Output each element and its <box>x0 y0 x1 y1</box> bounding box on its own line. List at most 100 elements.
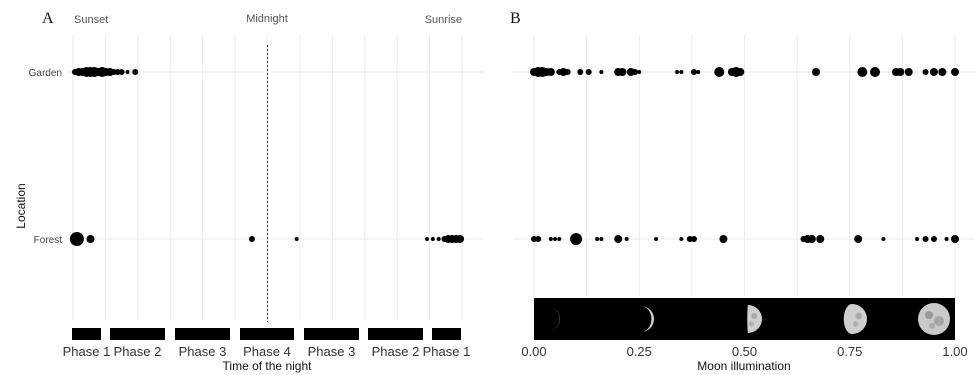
data-point <box>570 233 583 245</box>
data-point <box>553 237 558 241</box>
panel-a-y-axis-title: Location <box>14 183 28 228</box>
moon-crater <box>925 311 933 319</box>
data-point <box>424 237 429 241</box>
panel-a: A Location Time of the night Sunset Midn… <box>14 10 483 373</box>
moon-crater <box>751 312 758 320</box>
data-point <box>951 68 959 76</box>
data-point <box>577 69 584 75</box>
x-tick-label: 0.75 <box>837 344 862 359</box>
moon-phase-icon <box>843 304 867 334</box>
data-point <box>904 68 913 76</box>
data-point <box>944 237 949 241</box>
panel-a-points <box>69 67 465 246</box>
x-tick-label: 0.00 <box>521 344 546 359</box>
data-point <box>854 235 863 243</box>
panel-b-grid <box>513 35 975 296</box>
x-tick-label: 0.25 <box>627 344 652 359</box>
panel-b-letter: B <box>510 10 521 27</box>
data-point <box>714 67 725 77</box>
panel-a-letter: A <box>42 10 54 27</box>
data-point <box>248 236 255 242</box>
data-point <box>922 236 929 242</box>
data-point <box>915 237 920 241</box>
panel-a-x-axis-title: Time of the night <box>223 359 313 373</box>
data-point <box>675 70 680 74</box>
moon-crater <box>855 312 863 320</box>
moon-phase-strip <box>534 298 955 340</box>
data-point <box>690 69 697 75</box>
data-point <box>870 67 881 77</box>
phase-bar <box>304 328 359 340</box>
phase-bar <box>175 328 230 340</box>
data-point <box>951 235 959 243</box>
data-point <box>294 237 299 241</box>
panel-a-grid <box>68 35 483 322</box>
data-point <box>599 70 604 74</box>
phase-bar <box>368 328 423 340</box>
data-point <box>654 237 659 241</box>
midnight-annotation: Midnight <box>246 13 288 25</box>
data-point <box>696 70 701 74</box>
data-point <box>614 235 623 243</box>
phase-label: Phase 3 <box>308 344 356 359</box>
moon-crater <box>853 321 859 327</box>
data-point <box>679 70 684 74</box>
moon-crater <box>934 316 944 326</box>
data-point <box>896 68 905 76</box>
data-point <box>132 69 139 75</box>
phase-label: Phase 1 <box>423 344 471 359</box>
data-point <box>857 67 868 77</box>
data-point <box>922 69 929 75</box>
data-point <box>546 68 555 76</box>
full-moon-icon <box>918 303 950 335</box>
data-point <box>585 69 592 75</box>
panel-b: B Moon illumination 0.00 0.25 0.50 0.75 1.00 <box>510 10 975 373</box>
data-point <box>69 232 84 246</box>
data-point <box>618 68 627 76</box>
moon-strip-background <box>534 298 955 340</box>
data-point <box>557 237 562 241</box>
x-tick-label: 0.50 <box>732 344 757 359</box>
data-point <box>595 237 600 241</box>
data-point <box>816 235 825 243</box>
data-point <box>564 69 571 75</box>
phase-bar <box>432 328 461 340</box>
data-point <box>938 68 947 76</box>
panel-b-x-tick-labels: 0.00 0.25 0.50 0.75 1.00 <box>521 344 967 359</box>
data-point <box>531 236 537 242</box>
panel-a-phase-bars: Phase 1 Phase 2 Phase 3 Phase 4 Phase 3 Phase… <box>63 328 471 359</box>
panel-a-y-tick-labels: Garden Forest <box>29 68 63 246</box>
data-point <box>456 235 465 243</box>
data-point <box>125 70 130 74</box>
data-point <box>812 68 821 76</box>
moon-crater <box>929 323 935 329</box>
data-point <box>930 236 937 242</box>
data-point <box>624 237 629 241</box>
phase-label: Phase 1 <box>63 344 111 359</box>
data-point <box>118 69 125 75</box>
y-tick-label: Garden <box>29 68 62 79</box>
phase-bar <box>72 328 101 340</box>
phase-label: Phase 2 <box>372 344 420 359</box>
data-point <box>637 70 642 74</box>
data-point <box>686 236 693 242</box>
panel-b-x-axis-title: Moon illumination <box>697 359 790 373</box>
y-tick-label: Forest <box>34 235 63 246</box>
data-point <box>929 68 938 76</box>
data-point <box>86 235 95 243</box>
phase-bar <box>110 328 165 340</box>
moon-phase-icon <box>641 306 654 332</box>
data-point <box>548 237 553 241</box>
phase-bar <box>240 328 294 340</box>
data-point <box>881 237 886 241</box>
phase-label: Phase 2 <box>114 344 162 359</box>
x-tick-label: 1.00 <box>942 344 967 359</box>
data-point <box>736 68 745 76</box>
data-point <box>599 237 604 241</box>
moon-crater <box>748 321 755 327</box>
data-point <box>535 236 542 242</box>
sunrise-annotation: Sunrise <box>425 14 462 26</box>
panel-b-points <box>530 67 959 245</box>
data-point <box>719 235 728 243</box>
